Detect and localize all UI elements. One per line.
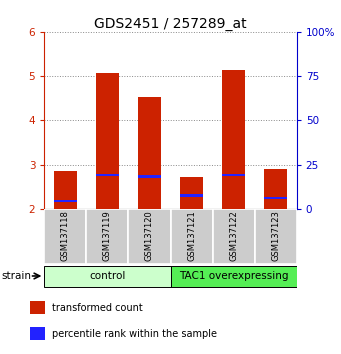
Bar [86,209,129,264]
Bar [222,173,245,176]
Bar [54,200,77,202]
Text: GSM137118: GSM137118 [61,210,70,261]
Text: percentile rank within the sample: percentile rank within the sample [51,329,217,338]
Bar [212,209,255,264]
Bar [255,209,297,264]
Bar [222,70,245,209]
Bar [264,169,287,209]
Text: control: control [89,271,125,281]
Bar [96,73,119,209]
Title: GDS2451 / 257289_at: GDS2451 / 257289_at [94,17,247,31]
Text: GSM137123: GSM137123 [271,210,280,261]
Bar [170,209,212,264]
Text: GSM137122: GSM137122 [229,210,238,261]
Text: GSM137121: GSM137121 [187,210,196,261]
Text: TAC1 overexpressing: TAC1 overexpressing [179,271,288,281]
Text: GSM137119: GSM137119 [103,210,112,261]
Text: strain: strain [2,271,32,281]
Bar [170,266,297,287]
Text: GSM137120: GSM137120 [145,210,154,261]
Bar [54,171,77,209]
Bar [30,301,45,314]
Bar [30,327,45,340]
Bar [180,177,203,209]
Bar [96,173,119,176]
Text: transformed count: transformed count [51,303,142,313]
Bar [138,97,161,209]
Bar [264,196,287,199]
Bar [44,209,86,264]
Bar [180,194,203,197]
Bar [44,266,170,287]
Bar [129,209,170,264]
Bar [138,175,161,178]
